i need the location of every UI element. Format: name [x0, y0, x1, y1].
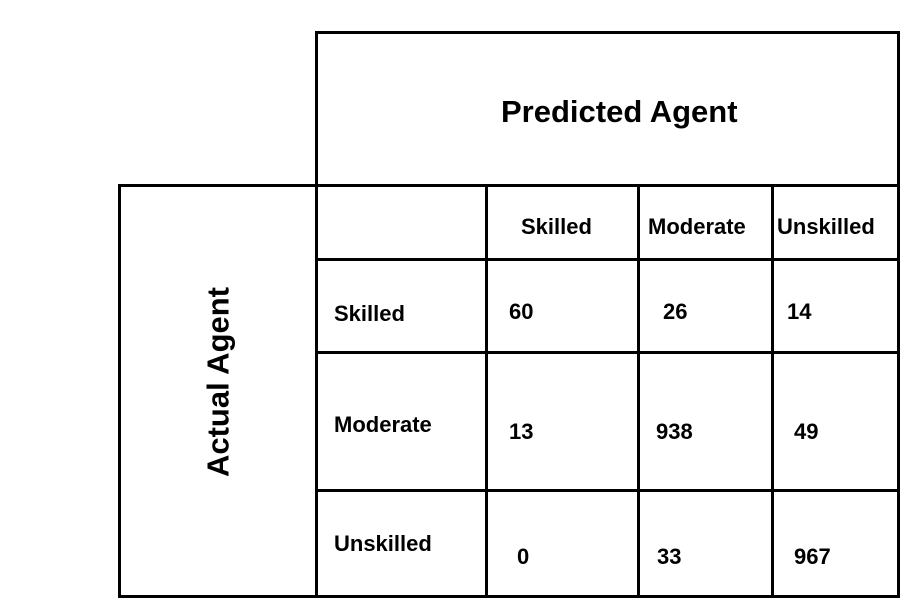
- cell-value: 60: [509, 299, 534, 324]
- grid-line: [485, 184, 488, 598]
- grid-line: [637, 184, 640, 598]
- cell-value: 26: [663, 299, 688, 324]
- cell-value: 938: [656, 419, 693, 444]
- matrix-grid: [315, 184, 900, 598]
- column-label-skilled: Skilled: [521, 214, 592, 239]
- cell-value: 49: [794, 419, 819, 444]
- column-label-unskilled: Unskilled: [777, 214, 875, 239]
- cell-value: 0: [517, 544, 530, 569]
- grid-line: [771, 184, 774, 598]
- actual-header-box: [118, 184, 318, 598]
- column-axis-title: Predicted Agent: [501, 94, 738, 129]
- cell-value: 967: [794, 544, 831, 569]
- row-axis-title: Actual Agent: [200, 286, 236, 478]
- grid-line: [315, 258, 900, 261]
- row-label-skilled: Skilled: [334, 301, 405, 326]
- column-label-moderate: Moderate: [648, 214, 746, 239]
- grid-line: [315, 489, 900, 492]
- grid-line: [315, 351, 900, 354]
- row-label-unskilled: Unskilled: [334, 531, 432, 556]
- predicted-header-box: [315, 31, 900, 186]
- row-label-moderate: Moderate: [334, 412, 432, 437]
- cell-value: 13: [509, 419, 534, 444]
- cell-value: 33: [657, 544, 682, 569]
- cell-value: 14: [787, 299, 812, 324]
